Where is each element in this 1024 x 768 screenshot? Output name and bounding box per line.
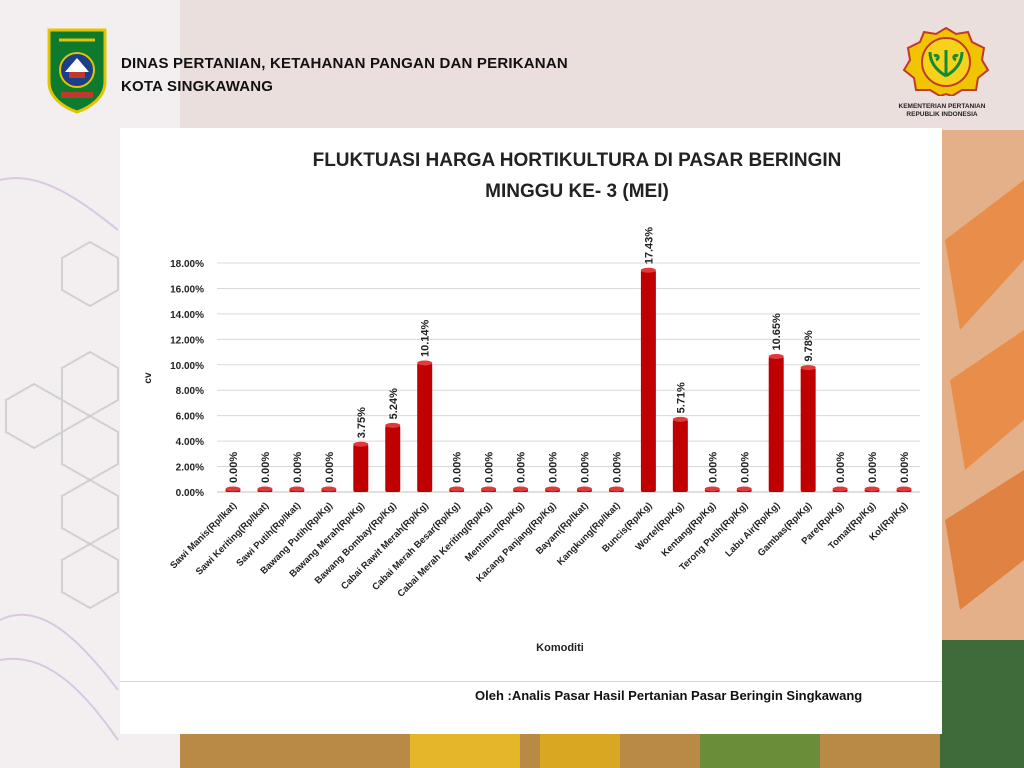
kota-singkawang-emblem-icon <box>47 28 107 114</box>
y-axis-label: cv <box>143 372 154 384</box>
data-label: 0.00% <box>899 452 911 483</box>
y-tick-label: 2.00% <box>176 463 204 474</box>
data-label: 17.43% <box>643 227 655 265</box>
category-label: Mentimun(Rp/Kg) <box>463 500 527 564</box>
bar-cap <box>289 486 305 492</box>
data-label: 10.14% <box>420 319 432 357</box>
kementerian-pertanian-logo-icon <box>902 26 990 96</box>
bar-cap <box>832 486 848 492</box>
data-label: 5.71% <box>675 382 687 413</box>
y-tick-label: 14.00% <box>170 310 204 321</box>
header-city-title: KOTA SINGKAWANG <box>121 78 274 95</box>
ministry-caption-line1: KEMENTERIAN PERTANIAN <box>898 103 986 110</box>
data-label: 3.75% <box>356 407 368 438</box>
bar-cap <box>640 267 656 273</box>
bar-cap <box>672 416 688 422</box>
bar-cap <box>513 486 529 492</box>
data-label: 9.78% <box>803 330 815 361</box>
ministry-caption: KEMENTERIAN PERTANIAN REPUBLIK INDONESIA <box>880 103 1004 119</box>
data-label: 5.24% <box>388 388 400 419</box>
source-credit: Oleh :Analis Pasar Hasil Pertanian Pasar… <box>475 688 863 703</box>
y-tick-label: 0.00% <box>176 488 204 499</box>
category-label: Labu Air(Rp/Kg) <box>723 500 782 559</box>
bar-cap <box>385 422 401 428</box>
bar-cap <box>449 486 465 492</box>
data-label: 0.00% <box>707 452 719 483</box>
bar-cap <box>353 441 369 447</box>
chart-panel: FLUKTUASI HARGA HORTIKULTURA DI PASAR BE… <box>120 128 942 734</box>
bar-cap <box>417 360 433 366</box>
x-axis-label: Komoditi <box>536 642 584 654</box>
bar-chart: FLUKTUASI HARGA HORTIKULTURA DI PASAR BE… <box>143 150 920 654</box>
header-agency-title: DINAS PERTANIAN, KETAHANAN PANGAN DAN PE… <box>121 55 568 72</box>
y-tick-label: 16.00% <box>170 284 204 295</box>
data-label: 0.00% <box>484 452 496 483</box>
bar <box>417 362 433 492</box>
data-label: 0.00% <box>835 452 847 483</box>
y-tick-label: 6.00% <box>176 412 204 423</box>
category-label: Kentang(Rp/Kg) <box>660 500 719 559</box>
data-label: 0.00% <box>867 452 879 483</box>
bar <box>353 444 369 492</box>
bar-cap <box>481 486 497 492</box>
data-label: 0.00% <box>548 452 560 483</box>
y-tick-label: 18.00% <box>170 259 204 270</box>
data-label: 0.00% <box>228 452 240 483</box>
y-tick-label: 10.00% <box>170 361 204 372</box>
bar-cap <box>736 486 752 492</box>
bar-cap <box>768 354 784 360</box>
data-label: 0.00% <box>292 452 304 483</box>
bar-cap <box>576 486 592 492</box>
data-label: 0.00% <box>452 452 464 483</box>
bar-cap <box>608 486 624 492</box>
bar-cap <box>800 365 816 371</box>
data-label: 0.00% <box>739 452 751 483</box>
bar <box>768 356 784 492</box>
chart-title-line1: FLUKTUASI HARGA HORTIKULTURA DI PASAR BE… <box>313 150 842 171</box>
data-label: 10.65% <box>771 313 783 351</box>
bar <box>385 425 401 492</box>
data-label: 0.00% <box>611 452 623 483</box>
bar <box>800 367 816 492</box>
bar-cap <box>864 486 880 492</box>
data-label: 0.00% <box>516 452 528 483</box>
footer-divider <box>120 681 942 682</box>
data-label: 0.00% <box>579 452 591 483</box>
y-tick-label: 12.00% <box>170 335 204 346</box>
data-label: 0.00% <box>324 452 336 483</box>
bar-cap <box>704 486 720 492</box>
bar-cap <box>225 486 241 492</box>
data-label: 0.00% <box>260 452 272 483</box>
bar-cap <box>321 486 337 492</box>
bar-cap <box>545 486 561 492</box>
bar <box>640 270 656 492</box>
bar-cap <box>896 486 912 492</box>
bar <box>672 419 688 492</box>
y-tick-label: 8.00% <box>176 386 204 397</box>
ministry-caption-line2: REPUBLIK INDONESIA <box>906 111 978 118</box>
y-tick-label: 4.00% <box>176 437 204 448</box>
chart-title-line2: MINGGU KE- 3 (MEI) <box>485 181 669 202</box>
bar-cap <box>257 486 273 492</box>
